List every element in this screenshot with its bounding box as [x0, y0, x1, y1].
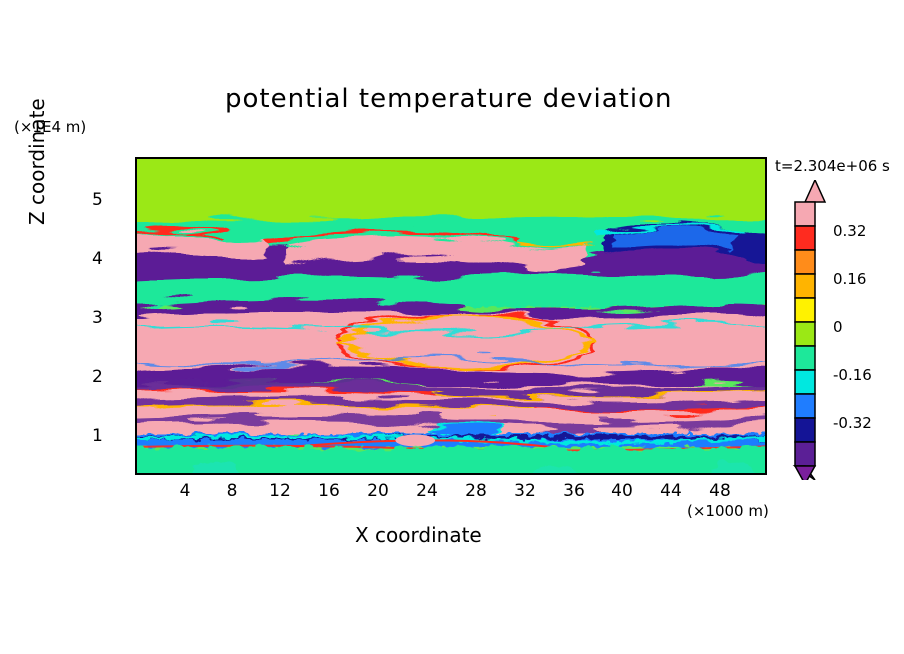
chart-title: potential temperature deviation: [225, 84, 672, 114]
y-tick-label-5: 5: [92, 190, 103, 210]
x-axis-title: X coordinate: [355, 523, 482, 547]
colorbar-label-016: 0.16: [833, 270, 866, 288]
x-tick-label-28: 28: [465, 481, 487, 501]
colorbar[interactable]: 0.32 0.16 0 -0.16 -0.32: [785, 180, 845, 480]
x-tick-label-48: 48: [709, 481, 731, 501]
colorbar-label-032: 0.32: [833, 222, 866, 240]
x-tick-label-20: 20: [367, 481, 389, 501]
x-tick-label-12: 12: [269, 481, 291, 501]
y-tick-label-3: 3: [92, 308, 103, 328]
y-axis-title: Z coordinate: [25, 25, 49, 225]
x-tick-label-32: 32: [514, 481, 536, 501]
contour-plot[interactable]: [135, 157, 767, 475]
x-tick-label-40: 40: [611, 481, 633, 501]
x-tick-label-44: 44: [660, 481, 682, 501]
colorbar-label-0: 0: [833, 318, 843, 336]
y-tick-label-4: 4: [92, 249, 103, 269]
time-annotation: t=2.304e+06 s: [775, 157, 890, 175]
chart-root: potential temperature deviation (×1E4 m)…: [0, 0, 904, 654]
x-tick-label-16: 16: [318, 481, 340, 501]
colorbar-label-n032: -0.32: [833, 414, 872, 432]
colorbar-label-n016: -0.16: [833, 366, 872, 384]
x-tick-label-24: 24: [416, 481, 438, 501]
x-tick-label-8: 8: [227, 481, 238, 501]
x-tick-label-36: 36: [563, 481, 585, 501]
x-tick-label-4: 4: [180, 481, 191, 501]
y-tick-label-1: 1: [92, 426, 103, 446]
y-tick-label-2: 2: [92, 367, 103, 387]
x-unit-label: (×1000 m): [687, 502, 769, 520]
